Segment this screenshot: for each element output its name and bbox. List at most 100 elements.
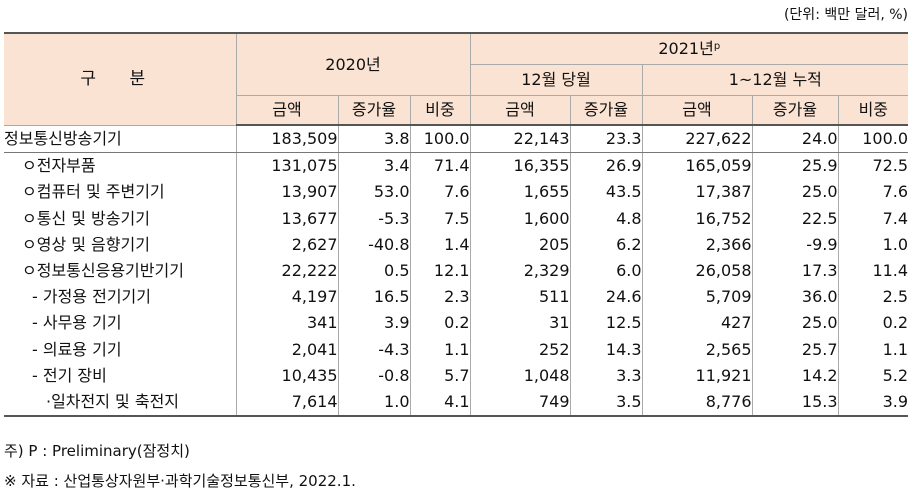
cell-s21c: 0.2 (837, 310, 909, 337)
cell-s20: 0.2 (409, 310, 471, 337)
cell-s21c: 2.5 (837, 284, 909, 311)
row-label: ㅇ영상 및 음향기기 (22, 234, 150, 254)
cell-g21m: 12.5 (569, 310, 643, 337)
header-growth-2020: 증가율 (337, 95, 410, 126)
header-amount-cum: 금액 (641, 95, 753, 126)
note-preliminary: 주) P : Preliminary(잠정치) (4, 442, 190, 460)
cell-a21c: 26,058 (641, 257, 753, 285)
cell-s21c: 7.4 (837, 205, 909, 232)
cell-a21m: 22,143 (469, 125, 571, 154)
cell-s20: 4.1 (409, 388, 471, 418)
table-row: - 사무용 기기 341 3.9 0.2 31 12.5 427 25.0 0.2 (4, 310, 909, 337)
cell-s21c: 1.0 (837, 231, 909, 258)
row-label: ㅇ컴퓨터 및 주변기기 (22, 182, 165, 202)
cell-s21c: 11.4 (837, 257, 909, 285)
cell-a20: 4,197 (235, 284, 338, 311)
cell-a20: 183,509 (235, 125, 338, 154)
header-share-2020: 비중 (409, 95, 471, 126)
row-label: 정보통신방송기기 (4, 125, 236, 154)
table-row: 정보통신방송기기 183,509 3.8 100.0 22,143 23.3 227,622… (4, 125, 909, 154)
cell-g20: -4.3 (337, 336, 410, 363)
cell-g21m: 23.3 (569, 125, 643, 154)
cell-g21c: 22.5 (751, 205, 839, 232)
header-amount-2020: 금액 (235, 95, 338, 126)
cell-g21m: 43.5 (569, 179, 643, 206)
row-label: ·일차전지 및 축전지 (4, 388, 236, 418)
header-dec-month: 12월 당월 (469, 64, 643, 96)
cell-g21m: 4.8 (569, 205, 643, 232)
table-row: ㅇ통신 및 방송기기 13,677 -5.3 7.5 1,600 4.8 16,752 22.… (4, 205, 909, 232)
cell-a21m: 749 (469, 388, 571, 418)
cell-a20: 13,677 (235, 205, 338, 232)
cell-g21c: 25.0 (751, 310, 839, 337)
cell-g21c: 15.3 (751, 388, 839, 418)
cell-a20: 131,075 (235, 152, 338, 180)
cell-g21c: 25.9 (751, 152, 839, 180)
table-row: - 의료용 기기 2,041 -4.3 1.1 252 14.3 2,565 25.7 1.1 (4, 336, 909, 363)
cell-g21c: 25.0 (751, 179, 839, 206)
cell-a21m: 16,355 (469, 152, 571, 180)
cell-g21m: 3.5 (569, 388, 643, 418)
cell-g21m: 3.3 (569, 362, 643, 389)
cell-g20: 3.4 (337, 152, 410, 180)
cell-g20: 0.5 (337, 257, 410, 285)
cell-g21m: 14.3 (569, 336, 643, 363)
note-source: ※ 자료 : 산업통상자원부·과학기술정보통신부, 2022.1. (4, 472, 356, 490)
cell-s20: 7.6 (409, 179, 471, 206)
table-row: ㅇ전자부품 131,075 3.4 71.4 16,355 26.9 165,059 25.9… (4, 152, 909, 180)
cell-s21c: 5.2 (837, 362, 909, 389)
cell-a21c: 2,366 (641, 231, 753, 258)
header-amount-dec: 금액 (469, 95, 571, 126)
cell-g20: 53.0 (337, 179, 410, 206)
cell-g20: 3.8 (337, 125, 410, 154)
cell-a20: 2,627 (235, 231, 338, 258)
header-category: 구 분 (4, 32, 236, 126)
table-row: - 가정용 전기기기 4,197 16.5 2.3 511 24.6 5,709 36.0 2.… (4, 284, 909, 311)
cell-a21m: 1,048 (469, 362, 571, 389)
cell-a21c: 5,709 (641, 284, 753, 311)
header-2020: 2020년 (235, 32, 471, 96)
cell-g20: 1.0 (337, 388, 410, 418)
cell-s20: 71.4 (409, 152, 471, 180)
cell-a21c: 17,387 (641, 179, 753, 206)
table-row: ㅇ정보통신응용기반기기 22,222 0.5 12.1 2,329 6.0 26,058 17… (4, 257, 909, 285)
row-label: - 전기 장비 (32, 365, 107, 385)
row-label: - 사무용 기기 (32, 313, 122, 333)
cell-a20: 2,041 (235, 336, 338, 363)
cell-g20: 3.9 (337, 310, 410, 337)
cell-s21c: 100.0 (837, 125, 909, 154)
cell-a21m: 1,600 (469, 205, 571, 232)
cell-a21m: 511 (469, 284, 571, 311)
cell-g21c: -9.9 (751, 231, 839, 258)
header-2021-sup: p (713, 41, 721, 52)
cell-a21c: 11,921 (641, 362, 753, 389)
cell-s20: 1.1 (409, 336, 471, 363)
cell-s21c: 7.6 (837, 179, 909, 206)
cell-a21m: 31 (469, 310, 571, 337)
row-label: - 가정용 전기기기 (32, 287, 151, 307)
cell-g21m: 6.0 (569, 257, 643, 285)
header-share-cum: 비중 (837, 95, 909, 126)
cell-a21m: 2,329 (469, 257, 571, 285)
cell-a20: 10,435 (235, 362, 338, 389)
cell-g21m: 26.9 (569, 152, 643, 180)
cell-a21m: 205 (469, 231, 571, 258)
cell-g21c: 14.2 (751, 362, 839, 389)
cell-a20: 341 (235, 310, 338, 337)
cell-a20: 22,222 (235, 257, 338, 285)
header-2021: 2021년p (469, 32, 909, 65)
ict-export-table: 구 분 2020년 2021년p 12월 당월 1~12월 누적 금액 증가율 … (4, 32, 909, 418)
row-label: ㅇ전자부품 (22, 156, 96, 176)
cell-a21c: 427 (641, 310, 753, 337)
table-body: 정보통신방송기기 183,509 3.8 100.0 22,143 23.3 227,622… (4, 125, 909, 418)
cell-g21c: 24.0 (751, 125, 839, 154)
cell-s21c: 3.9 (837, 388, 909, 418)
cell-s21c: 72.5 (837, 152, 909, 180)
table-row: ㅇ컴퓨터 및 주변기기 13,907 53.0 7.6 1,655 43.5 17,387 2… (4, 179, 909, 206)
cell-a21c: 8,776 (641, 388, 753, 418)
row-label: ㅇ통신 및 방송기기 (22, 208, 150, 228)
cell-g21m: 6.2 (569, 231, 643, 258)
cell-s20: 100.0 (409, 125, 471, 154)
cell-s20: 12.1 (409, 257, 471, 285)
cell-g20: -0.8 (337, 362, 410, 389)
